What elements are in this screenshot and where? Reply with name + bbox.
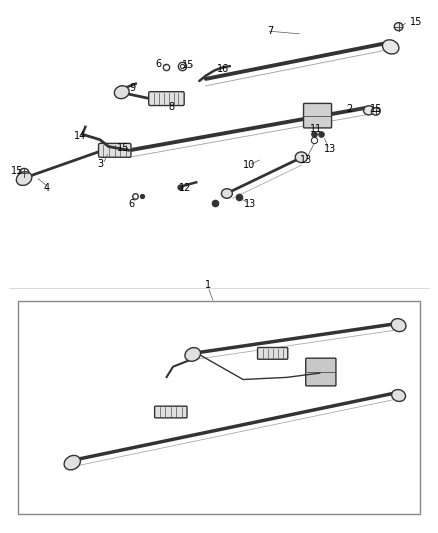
Ellipse shape bbox=[382, 40, 399, 54]
FancyBboxPatch shape bbox=[306, 358, 336, 386]
Text: 16: 16 bbox=[217, 64, 229, 74]
Ellipse shape bbox=[16, 172, 32, 185]
Text: 15: 15 bbox=[117, 143, 130, 153]
Text: 2: 2 bbox=[346, 104, 352, 114]
Ellipse shape bbox=[364, 106, 374, 115]
FancyBboxPatch shape bbox=[149, 92, 184, 106]
Text: 7: 7 bbox=[267, 26, 273, 36]
Ellipse shape bbox=[392, 390, 406, 401]
Text: 13: 13 bbox=[244, 199, 257, 208]
Ellipse shape bbox=[19, 168, 29, 177]
Text: 3: 3 bbox=[97, 159, 103, 169]
FancyBboxPatch shape bbox=[155, 406, 187, 418]
Ellipse shape bbox=[222, 189, 232, 198]
FancyBboxPatch shape bbox=[304, 103, 332, 128]
Text: 15: 15 bbox=[370, 104, 382, 114]
Ellipse shape bbox=[64, 455, 81, 470]
Text: 4: 4 bbox=[44, 183, 50, 192]
Text: 6: 6 bbox=[128, 199, 134, 208]
Bar bbox=[18, 301, 420, 514]
Text: 13: 13 bbox=[324, 144, 336, 154]
Ellipse shape bbox=[114, 86, 129, 99]
Text: 12: 12 bbox=[179, 183, 191, 192]
Text: 13: 13 bbox=[300, 155, 312, 165]
Ellipse shape bbox=[391, 319, 406, 332]
Text: 14: 14 bbox=[74, 131, 86, 141]
FancyBboxPatch shape bbox=[258, 348, 288, 359]
Text: 8: 8 bbox=[169, 102, 175, 111]
Text: 15: 15 bbox=[410, 18, 422, 27]
Text: 6: 6 bbox=[155, 59, 162, 69]
Text: 15: 15 bbox=[11, 166, 23, 175]
Text: 9: 9 bbox=[129, 83, 135, 93]
Ellipse shape bbox=[185, 348, 201, 361]
Ellipse shape bbox=[295, 152, 307, 163]
Ellipse shape bbox=[371, 108, 380, 115]
Text: 10: 10 bbox=[243, 160, 255, 170]
Ellipse shape bbox=[394, 23, 403, 31]
Text: 11: 11 bbox=[310, 124, 322, 134]
Text: 1: 1 bbox=[205, 280, 211, 290]
Text: 15: 15 bbox=[182, 60, 194, 70]
FancyBboxPatch shape bbox=[99, 143, 131, 157]
